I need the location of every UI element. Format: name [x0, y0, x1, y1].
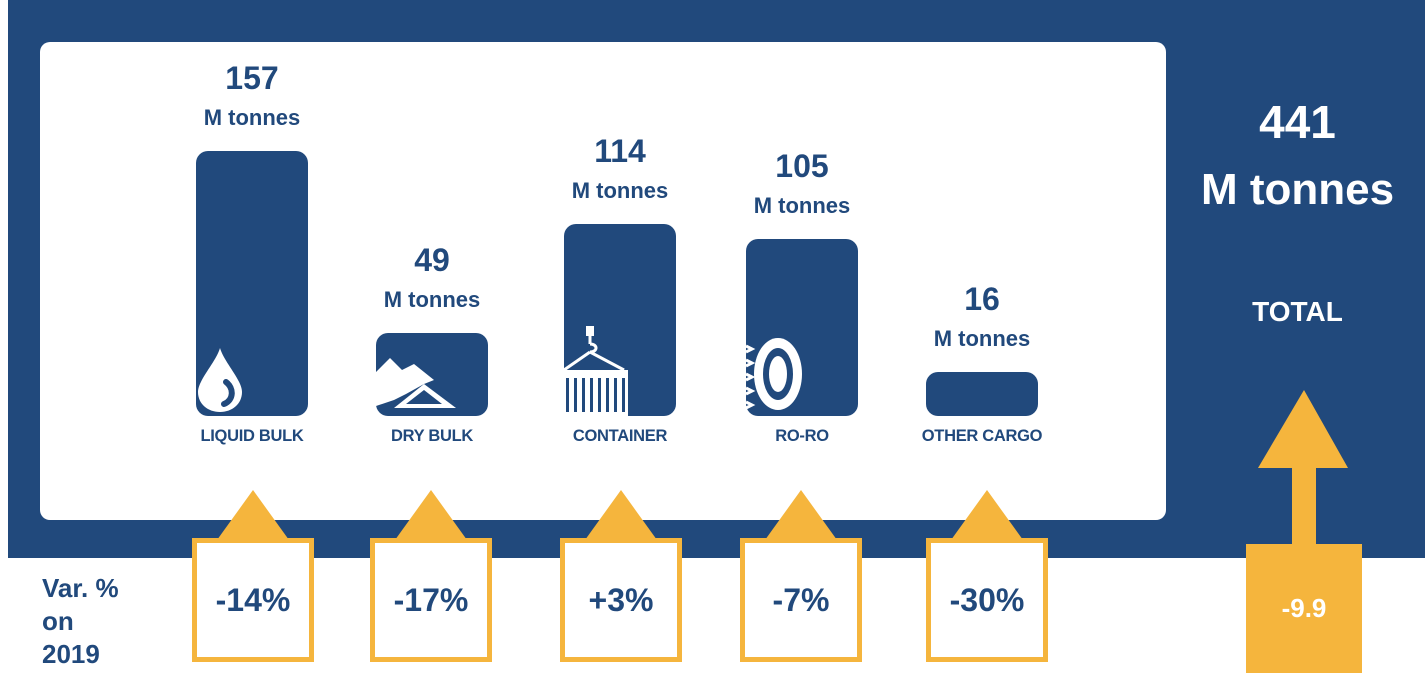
total-arrow-up-icon [1258, 390, 1348, 548]
variation-box: -17% [370, 538, 492, 662]
bar-value-label: 114 [594, 132, 646, 169]
category-label: RO-RO [775, 427, 829, 445]
bar-unit-label: M tonnes [753, 192, 851, 218]
variation-box: +3% [560, 538, 682, 662]
container-crane-icon [560, 326, 636, 416]
variation-arrow-up-icon [585, 490, 657, 540]
bar-unit-label: M tonnes [571, 177, 669, 203]
category-label: OTHER CARGO [921, 427, 1043, 445]
total-unit: M tonnes [1200, 165, 1395, 214]
variation-label: Var. % on 2019 [42, 572, 152, 671]
variation-arrow-up-icon [395, 490, 467, 540]
variation-arrow-up-icon [217, 490, 289, 540]
bar-unit-label: M tonnes [203, 105, 301, 131]
variation-label-line: Var. % [42, 573, 119, 603]
category-label: LIQUID BULK [200, 427, 304, 445]
bar [926, 372, 1038, 416]
variation-arrow-up-icon [951, 490, 1023, 540]
bar-unit-label: M tonnes [933, 326, 1031, 351]
bar-unit-label: M tonnes [383, 287, 481, 313]
variation-arrow-up-icon [765, 490, 837, 540]
bar-value-label: 157 [225, 60, 279, 97]
bar-value-label: 49 [414, 242, 450, 279]
pile-icon [376, 342, 488, 414]
bar-value-label: 16 [964, 281, 1000, 317]
variation-label-line: 2019 [42, 639, 100, 669]
variation-box: -7% [740, 538, 862, 662]
bar-value-label: 105 [775, 147, 829, 184]
tire-icon [744, 334, 806, 414]
total-label: TOTAL [1252, 296, 1343, 327]
drop-icon [194, 346, 246, 414]
category-label: CONTAINER [572, 427, 668, 445]
variation-label-line: on [42, 606, 74, 636]
variation-box: -30% [926, 538, 1048, 662]
total-variation-box: -9.9 [1246, 544, 1362, 673]
variation-box: -14% [192, 538, 314, 662]
total-value: 441 [1259, 96, 1336, 148]
category-label: DRY BULK [391, 427, 473, 445]
